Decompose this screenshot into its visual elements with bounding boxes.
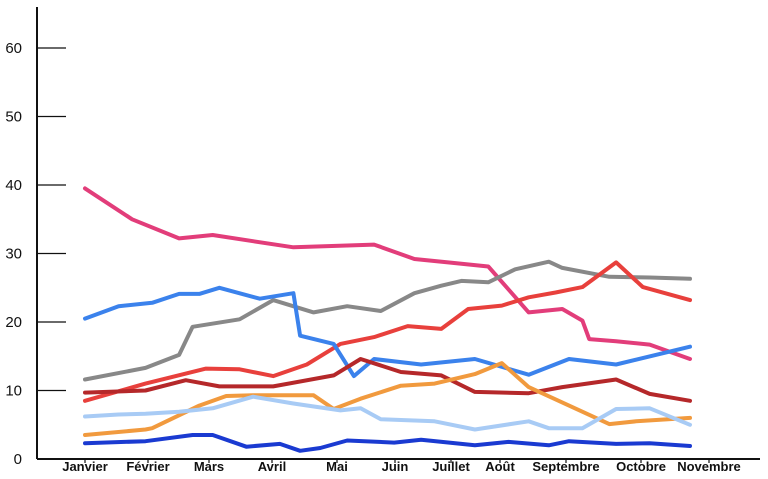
x-tick-label: Janvier [62,459,108,474]
x-tick-label: Juin [382,459,409,474]
series-line-3 [83,260,692,403]
x-tick-label: Mai [326,459,348,474]
x-tick-label: Mars [194,459,224,474]
y-tick-label: 30 [5,246,22,263]
x-tick-label: Avril [258,459,286,474]
series-line-8 [83,433,692,453]
y-tick-label: 60 [5,40,22,57]
x-tick-label: Octobre [616,459,666,474]
series-line-6 [83,361,692,437]
y-tick-label: 10 [5,383,22,400]
y-tick-label: 40 [5,177,22,194]
series-line-4 [83,285,692,379]
x-tick-label: Février [126,459,169,474]
y-tick-label: 50 [5,109,22,126]
series-layer [83,186,692,453]
x-tick-label: Juillet [432,459,470,474]
series-line-5 [83,357,692,403]
x-axis: Janvier Février Mars Avril Mai Juin Juillet Aoû… [37,458,760,474]
series-line-2 [83,259,692,382]
series-line-1 [83,186,692,361]
series-line-7 [83,394,692,432]
y-tick-label: 20 [5,314,22,331]
x-tick-label: Novembre [677,459,741,474]
y-axis: 0 10 20 30 40 50 60 [5,7,66,468]
y-tick-label: 0 [14,451,22,468]
x-tick-label: Août [485,459,515,474]
x-tick-label: Septembre [532,459,599,474]
